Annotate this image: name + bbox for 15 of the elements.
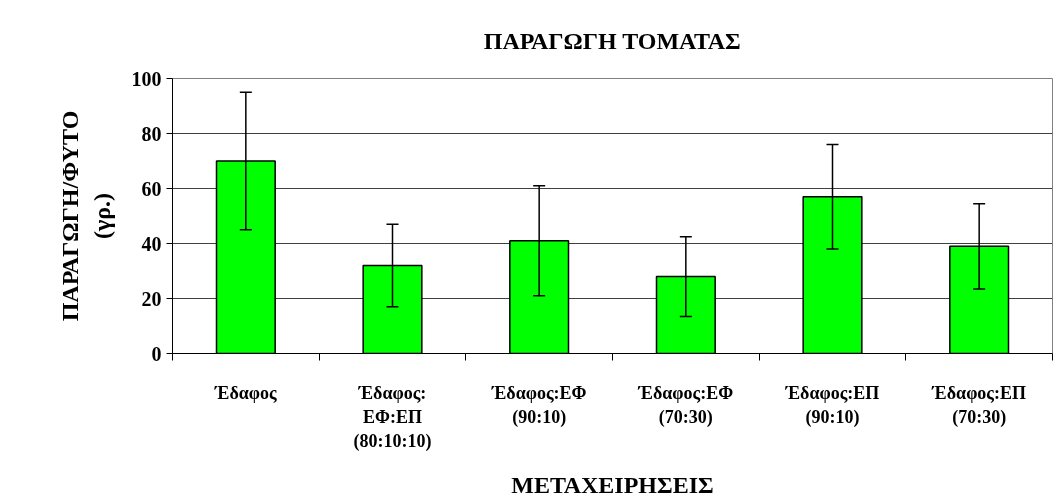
x-tick-label: Έδαφος (214, 382, 278, 403)
x-tick-label: Έδαφος:ΕΦ (70:30) (637, 382, 734, 428)
y-tick-label: 20 (141, 287, 162, 310)
x-tick-label: Έδαφος:ΕΦ (90:10) (490, 382, 587, 428)
y-tick-label: 80 (141, 122, 162, 145)
y-tick-label: 40 (141, 232, 162, 255)
y-axis-title: ΠΑΡΑΓΩΓΗ/ΦΥΤΟ (γρ.) (57, 110, 115, 322)
y-tick-label: 100 (131, 67, 162, 90)
y-tick-label: 0 (151, 342, 162, 365)
x-axis-title: ΜΕΤΑΧΕΙΡΗΣΕΙΣ (511, 471, 714, 498)
chart-title: ΠΑΡΑΓΩΓΗ ΤΟΜΑΤΑΣ (483, 27, 741, 54)
x-tick-label: Έδαφος: ΕΦ:ΕΠ (80:10:10) (353, 382, 432, 452)
y-tick-label: 60 (141, 177, 162, 200)
x-tick-label: Έδαφος:ΕΠ (70:30) (931, 382, 1026, 428)
x-tick-label: Έδαφος:ΕΠ (90:10) (784, 382, 880, 428)
